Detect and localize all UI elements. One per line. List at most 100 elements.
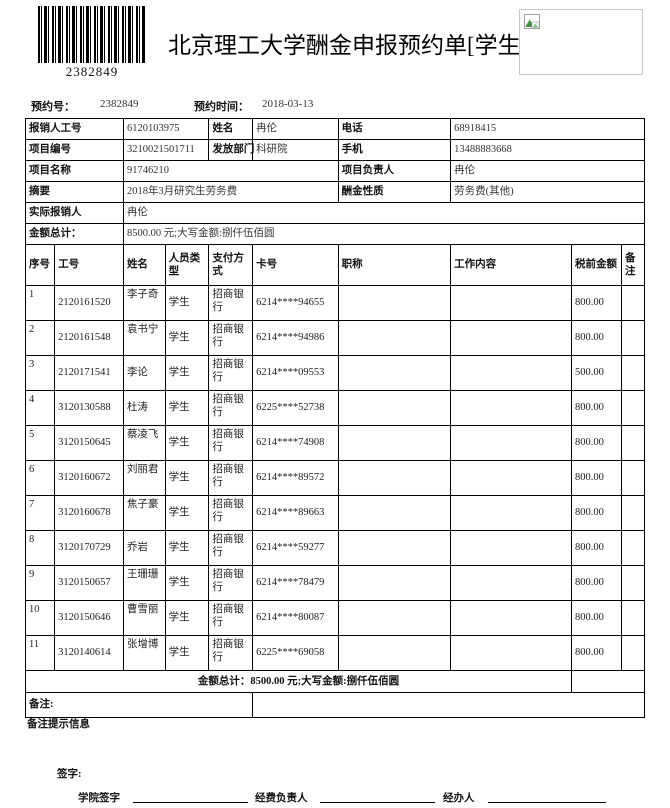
info-row-project-no: 项目编号 3210021501711 发放部门 科研院 手机 134888836… [25, 139, 645, 161]
cell-work [450, 460, 572, 496]
cell-name: 焦子豪 [122, 495, 166, 531]
sign-college-label: 学院签字 [78, 793, 120, 804]
cell-person-type: 学生 [164, 565, 210, 601]
cell-amount: 800.00 [570, 495, 623, 531]
cell-name: 张增博 [122, 635, 166, 671]
col-header-pay-method: 支付方式 [208, 244, 254, 286]
cell-name: 曹雪丽 [122, 600, 166, 636]
remark-hint-text: 备注提示信息 [27, 719, 90, 730]
cell-card-no: 6225****69058 [252, 635, 339, 671]
grid-sum-text: 金额总计：8500.00 元;大写金额:捌仟伍佰圆 [25, 670, 572, 693]
pay-type-label: 酬金性质 [337, 181, 452, 203]
cell-amount: 800.00 [570, 390, 623, 426]
col-header-no: 序号 [24, 244, 56, 286]
col-header-amount: 税前金额 [570, 244, 623, 286]
cell-pay-method: 招商银行 [208, 390, 254, 426]
cell-card-no: 6214****94655 [252, 285, 339, 321]
cell-name: 李子奇 [122, 285, 166, 321]
signature-row: 学院签字 经费负责人 经办人 [0, 788, 670, 808]
info-row-project-name: 项目名称 91746210 项目负责人 冉伦 [25, 160, 645, 182]
cell-emp-id: 2120161520 [54, 285, 124, 321]
cell-remark [621, 390, 645, 426]
order-no-label: 预约号： [31, 101, 75, 113]
cell-remark [621, 425, 645, 461]
barcode-bars [38, 6, 146, 63]
cell-remark [621, 530, 645, 566]
cell-no: 4 [24, 390, 56, 426]
cell-work [450, 495, 572, 531]
cell-card-no: 6214****94986 [252, 320, 339, 356]
cell-card-no: 6214****09553 [252, 355, 339, 391]
cell-pay-method: 招商银行 [208, 355, 254, 391]
actual-applicant-label: 实际报销人 [25, 202, 124, 224]
cell-name: 蔡凌飞 [122, 425, 166, 461]
phone-label: 电话 [337, 118, 452, 140]
cell-pay-method: 招商银行 [208, 425, 254, 461]
cell-card-no: 6214****89572 [252, 460, 339, 496]
info-row-applicant: 报销人工号 6120103975 姓名 冉伦 电话 68918415 [25, 118, 645, 140]
table-row: 3 2120171541 李论 学生 招商银行 6214****09553 50… [24, 355, 645, 391]
cell-pay-method: 招商银行 [208, 460, 254, 496]
cell-work [450, 285, 572, 321]
table-row: 8 3120170729 乔岩 学生 招商银行 6214****59277 80… [24, 530, 645, 566]
mobile-label: 手机 [337, 139, 452, 161]
cell-work [450, 565, 572, 601]
cell-title [337, 320, 452, 356]
cell-work [450, 425, 572, 461]
cell-pay-method: 招商银行 [208, 285, 254, 321]
project-no-value: 3210021501711 [122, 139, 210, 161]
cell-pay-method: 招商银行 [208, 320, 254, 356]
cell-card-no: 6225****52738 [252, 390, 339, 426]
mobile-value: 13488883668 [450, 139, 645, 161]
name-label: 姓名 [208, 118, 254, 140]
cell-no: 5 [24, 425, 56, 461]
cell-amount: 800.00 [570, 285, 623, 321]
sign-fund-manager-line [320, 802, 435, 803]
table-row: 11 3120140614 张增博 学生 招商银行 6225****69058 … [24, 635, 645, 671]
project-name-label: 项目名称 [25, 160, 124, 182]
summary-label: 摘要 [25, 181, 124, 203]
cell-emp-id: 3120170729 [54, 530, 124, 566]
cell-remark [621, 285, 645, 321]
cell-person-type: 学生 [164, 460, 210, 496]
cell-person-type: 学生 [164, 320, 210, 356]
table-row: 4 3120130588 杜涛 学生 招商银行 6225****52738 80… [24, 390, 645, 426]
cell-pay-method: 招商银行 [208, 600, 254, 636]
cell-work [450, 320, 572, 356]
dept-value: 科研院 [252, 139, 339, 161]
cell-no: 9 [24, 565, 56, 601]
cell-pay-method: 招商银行 [208, 635, 254, 671]
cell-pay-method: 招商银行 [208, 565, 254, 601]
cell-amount: 800.00 [570, 565, 623, 601]
cell-work [450, 600, 572, 636]
cell-title [337, 530, 452, 566]
cell-name: 王珊珊 [122, 565, 166, 601]
order-no-value: 2382849 [100, 98, 139, 110]
signature-label: 签字: [57, 769, 82, 780]
cell-pay-method: 招商银行 [208, 495, 254, 531]
broken-image-icon [524, 14, 540, 29]
cell-amount: 800.00 [570, 635, 623, 671]
cell-title [337, 635, 452, 671]
table-row: 1 2120161520 李子奇 学生 招商银行 6214****94655 8… [24, 285, 645, 321]
cell-emp-id: 2120161548 [54, 320, 124, 356]
cell-amount: 500.00 [570, 355, 623, 391]
total-label: 金额总计： [25, 223, 124, 245]
info-row-summary: 摘要 2018年3月研究生劳务费 酬金性质 劳务费(其他) [25, 181, 645, 203]
cell-remark [621, 460, 645, 496]
col-header-card-no: 卡号 [252, 244, 339, 286]
cell-emp-id: 3120150657 [54, 565, 124, 601]
table-row: 7 3120160678 焦子豪 学生 招商银行 6214****89663 8… [24, 495, 645, 531]
sign-handler-line [488, 802, 606, 803]
cell-card-no: 6214****74908 [252, 425, 339, 461]
cell-card-no: 6214****80087 [252, 600, 339, 636]
order-time-value: 2018-03-13 [262, 98, 314, 110]
cell-title [337, 390, 452, 426]
sign-college-line [133, 802, 248, 803]
cell-name: 李论 [122, 355, 166, 391]
cell-person-type: 学生 [164, 355, 210, 391]
cell-emp-id: 3120140614 [54, 635, 124, 671]
project-leader-label: 项目负责人 [337, 160, 452, 182]
table-row: 9 3120150657 王珊珊 学生 招商银行 6214****78479 8… [24, 565, 645, 601]
sign-fund-manager-label: 经费负责人 [255, 793, 308, 804]
